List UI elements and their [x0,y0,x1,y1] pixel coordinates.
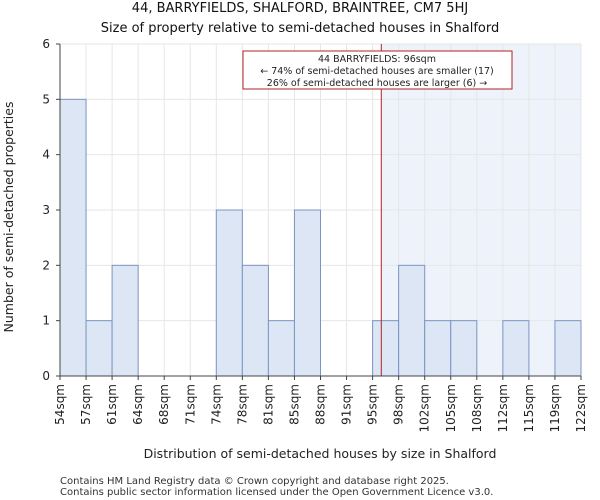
x-tick-label: 112sqm [496,384,510,432]
bar-81sqm [267,320,295,377]
x-tick-label: 68sqm [157,384,171,425]
x-axis-label: Distribution of semi-detached houses by … [144,446,497,461]
bar-85sqm [293,209,322,377]
annotation-larger: 26% of semi-detached houses are larger (… [267,78,487,89]
x-tick-label: 105sqm [444,384,458,432]
footer-line1: Contains HM Land Registry data © Crown c… [60,476,449,487]
x-tick-label: 91sqm [340,384,354,425]
x-tick-label: 115sqm [522,384,536,432]
x-tick-label: 54sqm [53,384,67,425]
bar-119sqm [554,320,582,377]
annotation-frame [242,50,513,90]
y-tick-label: 5 [42,92,50,106]
bar-78sqm [241,264,269,377]
x-tick-label: 85sqm [287,384,301,425]
footer-line2: Contains public sector information licen… [60,487,493,498]
chart-title-line2: Size of property relative to semi-detach… [101,21,500,36]
x-tick-label: 57sqm [79,384,93,425]
chart-title-line1: 44, BARRYFIELDS, SHALFORD, BRAINTREE, CM… [132,1,468,16]
x-tick-label: 74sqm [209,384,223,425]
y-tick-label: 3 [42,203,50,217]
x-tick-label: 81sqm [261,384,275,425]
annotation-title: 44 BARRYFIELDS: 96sqm [318,54,436,65]
x-tick-label: 71sqm [183,384,197,425]
y-tick-label: 1 [42,314,50,328]
bar-98sqm [398,264,426,377]
y-tick-label: 0 [42,369,50,383]
x-tick-label: 78sqm [235,384,249,425]
annotation-box: 44 BARRYFIELDS: 96sqm ← 74% of semi-deta… [242,50,513,90]
bar-105sqm [450,320,478,377]
x-tick-label: 64sqm [131,384,145,425]
y-axis-label: Number of semi-detached properties [1,102,16,333]
x-tick-label: 108sqm [470,384,484,432]
y-tick-label: 4 [42,148,50,162]
bar-112sqm [502,320,530,377]
bar-54sqm [59,98,87,377]
x-tick-label: 102sqm [418,384,432,432]
bar-95sqm [372,320,400,377]
bar-74sqm [215,209,243,377]
x-tick-label: 95sqm [366,384,380,425]
x-tick-label: 88sqm [314,384,328,425]
y-tick-label: 2 [42,258,50,272]
x-tick-label: 61sqm [105,384,119,425]
x-tick-label: 98sqm [392,384,406,425]
bar-57sqm [85,320,113,377]
annotation-smaller: ← 74% of semi-detached houses are smalle… [260,66,494,77]
bar-61sqm [111,264,139,377]
y-tick-label: 6 [42,37,50,51]
bar-102sqm [424,320,452,377]
x-tick-label: 119sqm [548,384,562,432]
x-tick-label: 122sqm [574,384,588,432]
